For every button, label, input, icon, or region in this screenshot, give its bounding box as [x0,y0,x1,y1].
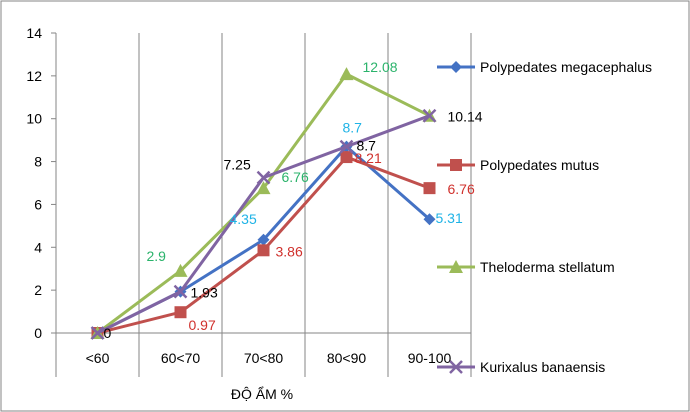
legend-entry: Kurixalus banaensis [437,359,605,375]
data-label: 10.14 [448,109,483,125]
data-label: 0.97 [189,317,216,333]
x-tick-labels: <60 60<70 70<80 80<90 90-100 [86,350,452,366]
data-point-square [340,151,353,164]
data-label: 8.7 [357,138,377,154]
data-label: 0 [104,325,112,341]
series-layer [90,67,437,340]
data-label: 12.08 [363,59,398,75]
y-tick-label: 14 [26,25,42,41]
data-label: 2.9 [147,248,167,264]
data-label: 3.86 [276,243,303,259]
data-point-x [339,139,354,154]
legend-entry: Polypedates megacephalus [437,59,652,75]
data-point-x [256,170,271,185]
data-point-triangle [339,67,354,81]
y-tick-label: 4 [34,239,42,255]
data-point-square [257,244,270,257]
x-tick-label: <60 [86,350,110,366]
x-axis-title: ĐỘ ẨM % [231,385,293,402]
y-tick-label: 2 [34,282,42,298]
data-label: 7.25 [224,157,251,173]
legend-label: Theloderma stellatum [480,259,615,275]
x-tick-label: 80<90 [327,350,367,366]
data-point-x [449,360,463,374]
data-point-triangle [173,263,188,277]
x-tick-label: 70<80 [244,350,284,366]
data-point-square [450,159,462,171]
data-label: 4.35 [230,211,257,227]
legend-label: Kurixalus banaensis [480,359,605,375]
x-tick-label: 90-100 [408,350,452,366]
data-point-diamond [423,213,436,226]
data-point-x [173,284,188,299]
x-tick-label: 60<70 [161,350,201,366]
data-point-x [422,108,437,123]
data-point-triangle [449,260,463,273]
data-labels: 4.35 8.7 5.31 0.97 3.86 8.21 6.76 2.9 6.76 12.08 0… [104,59,483,341]
data-label: 8.7 [343,120,363,136]
legend: Polypedates megacephalus Polypedates mutu… [437,59,652,375]
legend-label: Polypedates megacephalus [480,59,652,75]
data-point-square [174,306,187,319]
y-tick-labels: 0 2 4 6 8 10 12 14 [26,25,56,341]
data-point-diamond [450,61,462,73]
data-label: 6.76 [282,169,309,185]
y-tick-label: 8 [34,154,42,170]
series-kurixalus-banaensis [90,108,437,340]
axes [55,33,472,377]
legend-entry: Polypedates mutus [437,157,599,173]
data-label: 1.93 [191,285,218,301]
legend-label: Polypedates mutus [480,157,599,173]
y-tick-label: 12 [26,68,42,84]
y-tick-label: 6 [34,196,42,212]
data-point-diamond [257,233,270,246]
legend-entry: Theloderma stellatum [437,259,615,275]
data-point-triangle [256,181,271,195]
y-tick-label: 0 [34,325,42,341]
data-label: 5.31 [436,210,463,226]
data-point-x [90,326,105,340]
data-point-square [423,182,436,195]
data-label: 6.76 [448,181,475,197]
y-tick-label: 10 [26,111,42,127]
data-label: 8.21 [355,150,382,166]
